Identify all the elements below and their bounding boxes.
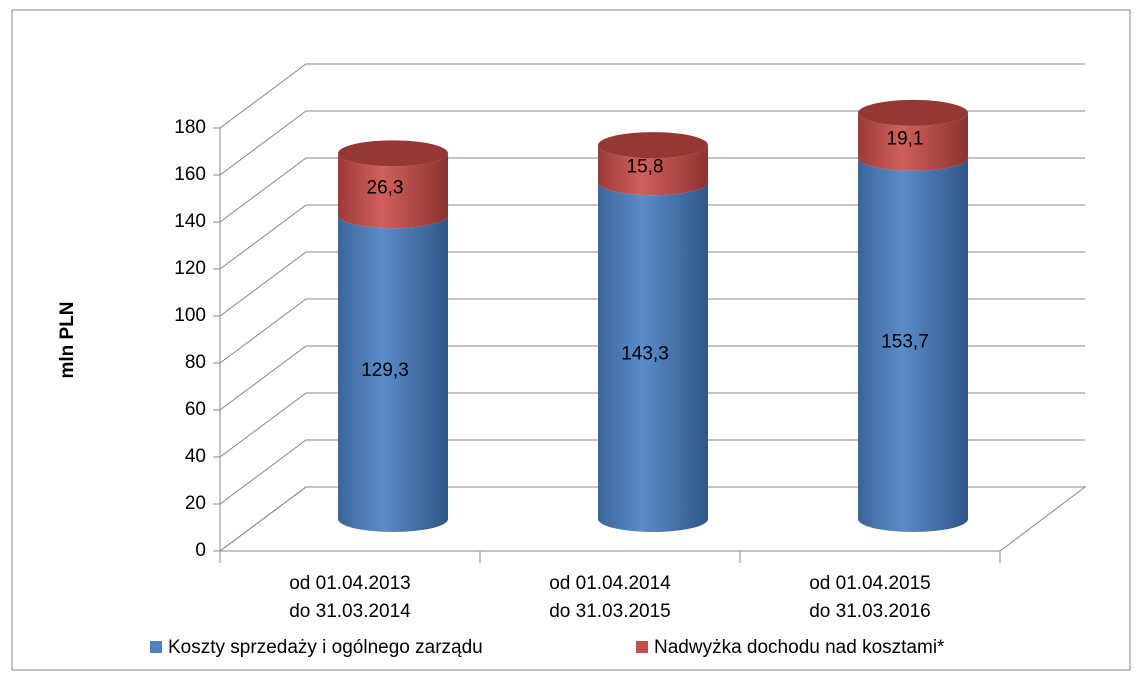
x-tick-label: od 01.04.2014 [549, 573, 671, 594]
grid-line [219, 110, 1085, 176]
cylinder-segment [338, 153, 448, 229]
y-tick-label: 0 [195, 540, 206, 561]
cylinder-segment [598, 145, 708, 196]
legend-swatch [636, 641, 648, 653]
cylinder-top [338, 140, 448, 167]
grid-line [219, 486, 1085, 552]
x-tick-label: do 31.03.2015 [549, 601, 671, 622]
grid-line [219, 204, 1085, 270]
y-tick-label: 140 [174, 211, 206, 232]
cylinder-top [598, 132, 708, 159]
value-label: 143,3 [621, 344, 669, 365]
grid-line [219, 439, 1085, 505]
y-tick-label: 120 [174, 258, 206, 279]
y-tick-label: 180 [174, 117, 206, 138]
legend-swatch [150, 641, 162, 653]
x-tick-label: od 01.04.2013 [289, 573, 411, 594]
value-label: 26,3 [367, 177, 404, 198]
cylinder-top [858, 99, 968, 126]
legend-label: Koszty sprzedaży i ogólnego zarządu [168, 637, 483, 658]
grid-line [219, 157, 1085, 223]
y-tick-label: 80 [185, 352, 206, 373]
y-tick-label: 100 [174, 305, 206, 326]
legend-label: Nadwyżka dochodu nad kosztami* [654, 637, 945, 658]
value-label: 153,7 [881, 331, 929, 352]
y-tick-label: 160 [174, 164, 206, 185]
value-label: 19,1 [887, 128, 924, 149]
x-tick-label: do 31.03.2016 [809, 601, 931, 622]
x-tick-label: od 01.04.2015 [809, 573, 931, 594]
y-tick-label: 20 [185, 493, 206, 514]
value-label: 129,3 [361, 360, 409, 381]
cylinder-segment [338, 215, 448, 532]
cylinder-segment [598, 182, 708, 532]
grid-line [219, 298, 1085, 364]
x-tick-label: do 31.03.2014 [289, 601, 411, 622]
grid-line [219, 251, 1085, 317]
grid-line [219, 345, 1085, 411]
value-label: 15,8 [627, 157, 664, 178]
y-tick-label: 40 [185, 446, 206, 467]
grid-line [219, 392, 1085, 458]
y-axis-label: mln PLN [57, 301, 78, 378]
cylinder-segment [858, 157, 968, 532]
y-tick-label: 60 [185, 399, 206, 420]
grid-line [219, 63, 1085, 129]
cylinder-segment [858, 112, 968, 171]
